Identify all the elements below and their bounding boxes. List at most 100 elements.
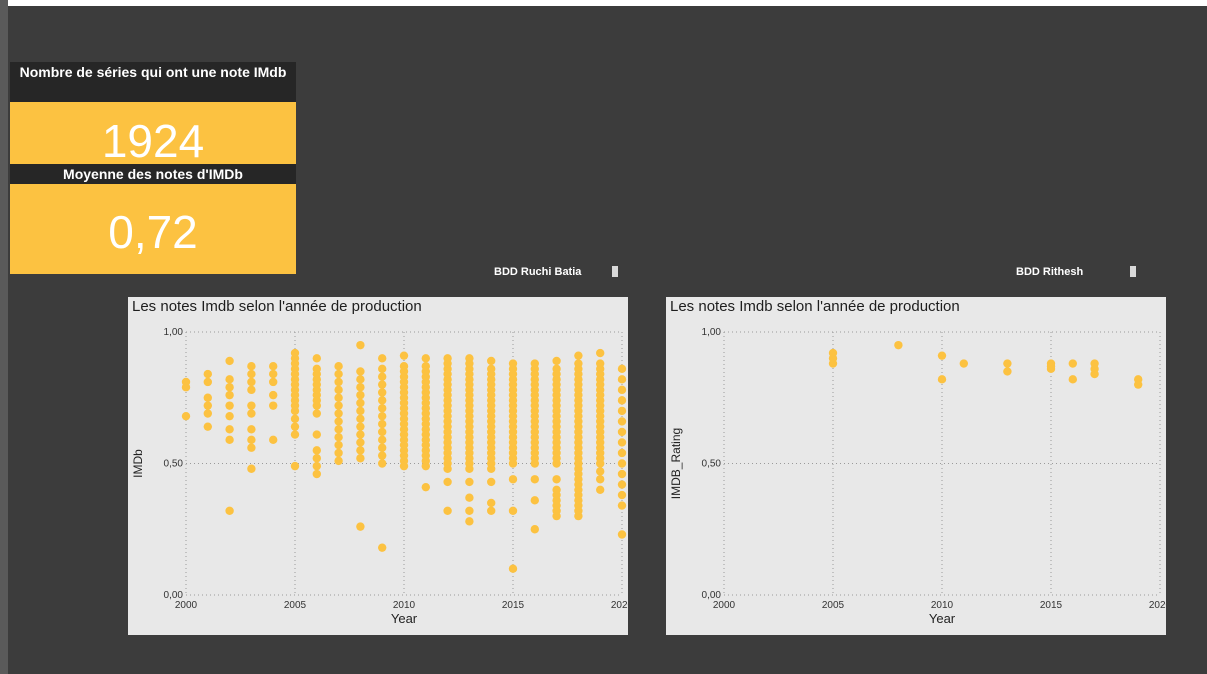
data-point — [334, 440, 343, 450]
data-point — [552, 475, 561, 484]
data-point — [356, 367, 365, 376]
chart-panel-rithesh: Les notes Imdb selon l'année de producti… — [666, 297, 1166, 635]
data-point — [617, 448, 627, 458]
data-point — [937, 375, 947, 384]
chart-title: Les notes Imdb selon l'année de producti… — [670, 298, 960, 315]
y-tick-label: 0,50 — [702, 459, 722, 470]
data-point — [508, 506, 518, 516]
data-point — [530, 496, 539, 505]
data-point — [378, 372, 387, 381]
y-tick-label: 1,00 — [702, 327, 722, 338]
data-point — [508, 564, 518, 573]
data-point — [596, 475, 605, 484]
x-axis-label: Year — [391, 611, 418, 626]
data-point — [378, 354, 387, 363]
data-point — [399, 361, 409, 371]
data-point — [487, 498, 496, 508]
y-tick-label: 1,00 — [164, 327, 184, 338]
data-point — [269, 377, 278, 387]
x-tick-label: 2010 — [931, 600, 954, 611]
data-point — [508, 359, 518, 368]
data-point — [378, 380, 387, 389]
data-point — [356, 422, 365, 431]
data-point — [247, 435, 256, 445]
data-point — [596, 348, 605, 358]
data-point — [356, 438, 365, 447]
data-point — [378, 364, 387, 374]
data-point — [465, 517, 474, 526]
data-point — [617, 417, 627, 426]
data-point — [1003, 367, 1012, 376]
data-point — [617, 427, 627, 437]
data-point — [399, 351, 409, 360]
data-point — [378, 443, 387, 452]
data-point — [247, 401, 256, 410]
data-point — [356, 383, 365, 392]
data-point — [225, 411, 234, 421]
data-point — [421, 354, 430, 363]
data-point — [225, 383, 234, 392]
data-point — [378, 419, 387, 429]
data-point — [421, 361, 430, 371]
toggle-label-rithesh: BDD Rithesh — [1016, 266, 1084, 278]
y-axis-label: IMDB_Rating — [669, 428, 683, 499]
data-point — [247, 377, 256, 387]
data-point — [530, 475, 539, 484]
toggle-ruchi-checkbox[interactable] — [612, 266, 618, 277]
data-point — [894, 340, 903, 350]
data-point — [356, 430, 365, 439]
data-point — [269, 390, 278, 400]
data-point — [334, 401, 343, 410]
data-point — [334, 433, 343, 442]
y-tick-label: 0,50 — [164, 459, 184, 470]
data-point — [312, 469, 321, 479]
data-point — [465, 354, 474, 363]
data-point — [225, 401, 234, 410]
data-point — [312, 446, 321, 455]
data-point — [312, 354, 321, 363]
data-point — [617, 469, 627, 479]
data-point — [421, 482, 430, 492]
data-point — [334, 409, 343, 418]
data-point — [378, 435, 387, 445]
data-point — [1068, 359, 1077, 368]
left-border — [0, 0, 8, 674]
data-point — [378, 459, 387, 468]
data-point — [465, 506, 474, 516]
data-point — [225, 435, 234, 445]
data-point — [552, 364, 561, 374]
top-border — [8, 0, 1207, 6]
data-point — [247, 361, 256, 371]
kpi-count-value: 1924 — [10, 102, 296, 164]
data-point — [247, 425, 256, 434]
kpi-count-title: Nombre de séries qui ont une note IMdb — [10, 62, 296, 102]
data-point — [203, 377, 212, 387]
x-tick-label: 2015 — [1040, 600, 1063, 611]
y-tick-label: 0,00 — [164, 590, 184, 601]
data-point — [1003, 359, 1012, 368]
data-point — [247, 409, 256, 418]
data-point — [334, 417, 343, 426]
data-point — [596, 485, 605, 494]
data-point — [356, 446, 365, 455]
data-point — [574, 351, 583, 360]
x-tick-label: 2005 — [284, 600, 307, 611]
data-point — [530, 525, 539, 534]
data-point — [334, 425, 343, 434]
data-point — [617, 396, 627, 405]
data-point — [617, 530, 627, 539]
data-point — [617, 364, 627, 374]
data-point — [334, 377, 343, 387]
x-tick-label: 2000 — [713, 600, 736, 611]
data-point — [225, 390, 234, 400]
toggle-rithesh-checkbox[interactable] — [1130, 266, 1136, 277]
data-point — [290, 422, 300, 431]
data-point — [225, 356, 234, 366]
data-point — [203, 369, 212, 379]
data-point — [356, 414, 365, 423]
data-point — [269, 401, 278, 410]
y-axis-label: IMDb — [131, 449, 145, 478]
data-point — [617, 480, 627, 489]
